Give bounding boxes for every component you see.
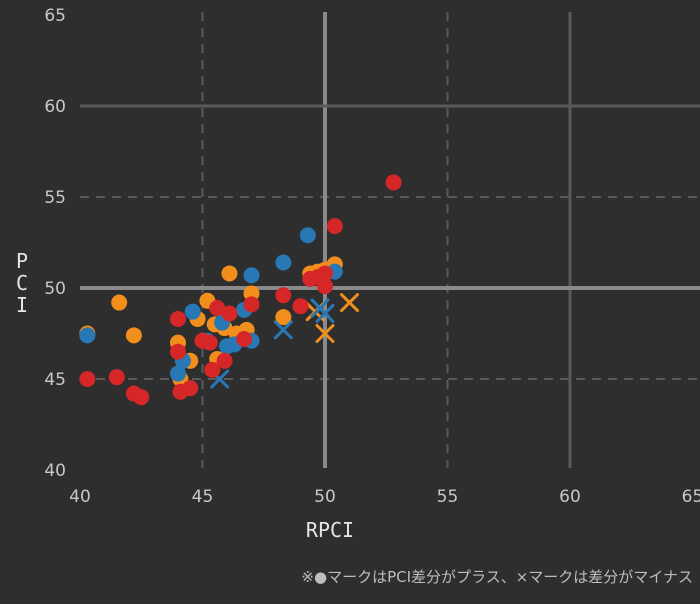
data-point-circle <box>221 265 238 282</box>
data-point-circle <box>317 278 333 295</box>
data-point-circle <box>292 298 309 315</box>
data-point-circle <box>108 369 125 386</box>
data-point-circle <box>201 334 218 351</box>
x-tick-label: 65 <box>682 487 700 507</box>
data-point-cross <box>340 293 359 313</box>
data-point-circle <box>243 296 260 313</box>
y-tick-label: 45 <box>44 370 66 390</box>
footnote-text-a: マークはPCI差分がプラス、 <box>327 568 516 586</box>
reference-lines <box>80 12 700 468</box>
data-point-circle <box>299 227 316 244</box>
data-point-circle <box>133 389 150 406</box>
y-tick-label: 50 <box>44 279 66 299</box>
x-tick-label: 60 <box>559 487 581 507</box>
footnote-text-b: マークは差分がマイナス <box>528 568 693 586</box>
x-tick-label: 50 <box>314 487 336 507</box>
data-point-circle <box>125 327 142 344</box>
data-point-circle <box>275 309 292 326</box>
x-tick-label: 40 <box>69 487 91 507</box>
x-tick-label: 45 <box>192 487 214 507</box>
footnote-symbol: ※ <box>301 568 314 586</box>
footnote-cross-glyph: × <box>516 568 529 586</box>
footnote: ※●マークはPCI差分がプラス、×マークは差分がマイナス <box>301 568 693 586</box>
y-axis-ticks: 40 45 50 55 60 65 <box>44 6 66 481</box>
data-point-circle <box>216 352 233 369</box>
data-point-circle <box>221 305 238 322</box>
y-tick-label: 65 <box>44 6 66 26</box>
data-point-cross <box>315 324 335 343</box>
data-point-circle <box>170 365 186 382</box>
data-point-circle <box>204 361 221 378</box>
data-point-circle <box>170 343 186 360</box>
data-point-circle <box>236 330 253 347</box>
data-point-circle <box>326 218 343 235</box>
data-point-circle <box>275 287 292 304</box>
y-tick-label: 60 <box>44 97 66 117</box>
x-tick-label: 55 <box>437 487 459 507</box>
data-point-circle <box>170 310 186 327</box>
data-point-circle <box>275 254 292 271</box>
y-tick-label: 55 <box>44 188 66 208</box>
series-2 <box>79 174 402 406</box>
data-points <box>79 174 402 406</box>
data-point-circle <box>385 174 402 191</box>
data-point-circle <box>79 371 96 387</box>
data-point-circle <box>184 303 201 320</box>
data-point-circle <box>79 327 96 344</box>
data-point-circle <box>243 267 260 284</box>
footnote-circle-glyph: ● <box>314 568 327 586</box>
y-tick-label: 40 <box>44 461 66 481</box>
data-point-cross <box>273 320 293 340</box>
data-point-circle <box>182 380 199 397</box>
x-axis-ticks: 40 45 50 55 60 65 <box>69 487 700 507</box>
data-point-circle <box>317 265 333 282</box>
data-point-circle <box>209 300 226 317</box>
data-point-cross <box>315 303 335 323</box>
x-axis-title: RPCI <box>306 518 354 542</box>
data-point-circle <box>111 294 128 311</box>
